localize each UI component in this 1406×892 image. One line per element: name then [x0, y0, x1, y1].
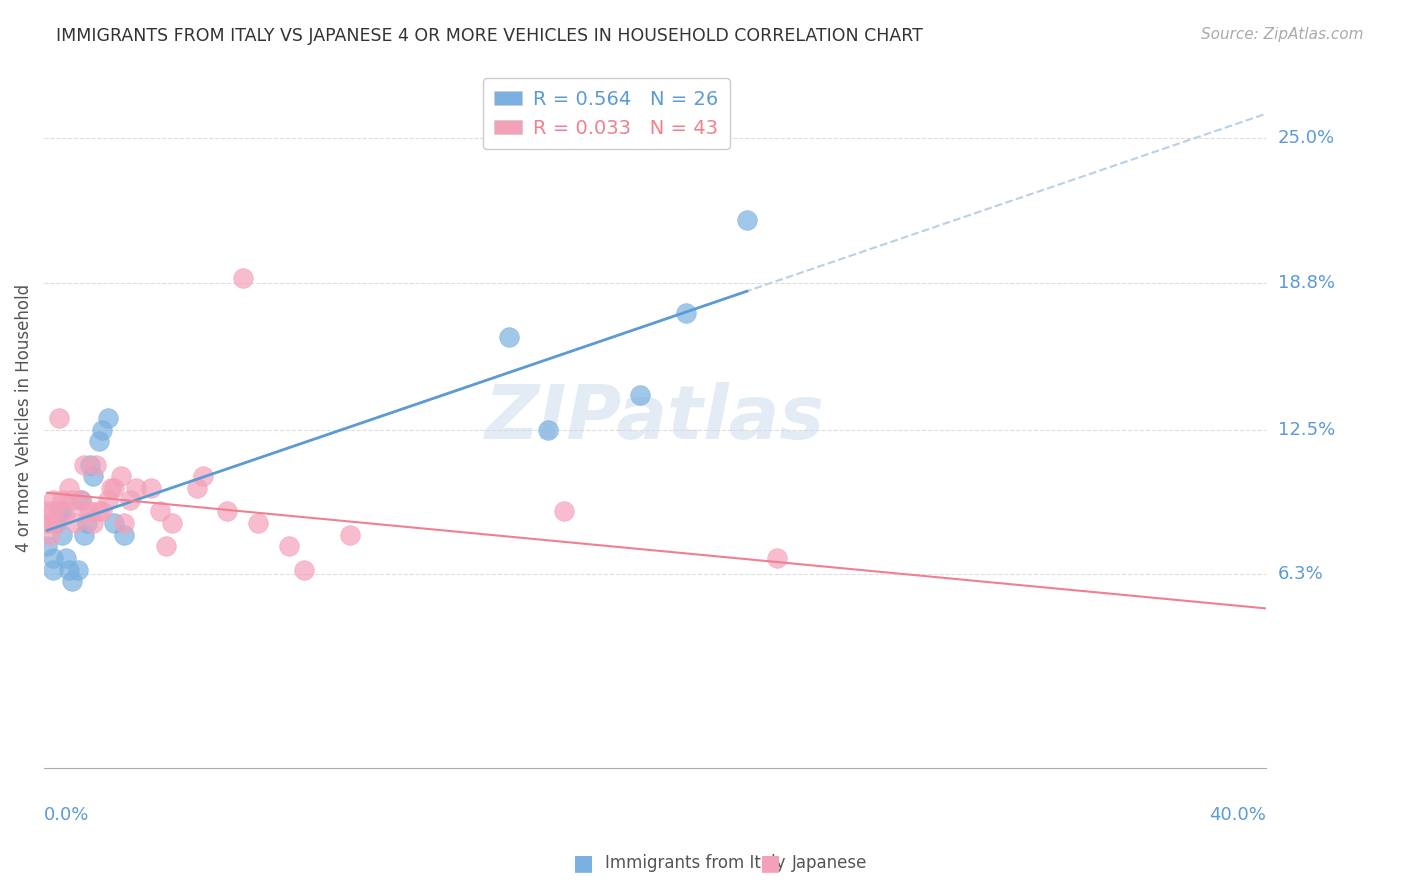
Text: 25.0%: 25.0%	[1278, 129, 1334, 147]
Point	[58, 563, 80, 577]
Point	[66, 563, 89, 577]
Point	[155, 539, 177, 553]
Point	[42, 492, 65, 507]
Point	[628, 388, 651, 402]
Point	[60, 492, 83, 507]
Point	[51, 492, 73, 507]
Point	[118, 492, 141, 507]
Point	[87, 434, 110, 449]
Point	[162, 516, 184, 530]
Point	[48, 411, 70, 425]
Point	[76, 516, 98, 530]
Point	[51, 527, 73, 541]
Text: 0.0%: 0.0%	[44, 806, 90, 824]
Point	[69, 492, 91, 507]
Point	[55, 504, 77, 518]
Point	[58, 481, 80, 495]
Point	[60, 574, 83, 589]
Text: ■: ■	[761, 854, 780, 873]
Point	[37, 539, 59, 553]
Point	[149, 504, 172, 518]
Point	[84, 458, 107, 472]
Point	[45, 516, 67, 530]
Text: Immigrants from Italy: Immigrants from Italy	[605, 855, 785, 872]
Point	[79, 504, 101, 518]
Point	[39, 527, 62, 541]
Text: 40.0%: 40.0%	[1209, 806, 1267, 824]
Point	[63, 516, 86, 530]
Text: 6.3%: 6.3%	[1278, 566, 1323, 583]
Point	[110, 469, 132, 483]
Point	[91, 423, 114, 437]
Point	[125, 481, 148, 495]
Point	[100, 481, 122, 495]
Point	[87, 504, 110, 518]
Point	[42, 551, 65, 566]
Text: Japanese: Japanese	[792, 855, 868, 872]
Y-axis label: 4 or more Vehicles in Household: 4 or more Vehicles in Household	[15, 284, 32, 552]
Point	[82, 516, 104, 530]
Point	[217, 504, 239, 518]
Point	[51, 504, 73, 518]
Point	[73, 458, 96, 472]
Point	[55, 551, 77, 566]
Point	[79, 458, 101, 472]
Point	[112, 516, 135, 530]
Text: 18.8%: 18.8%	[1278, 274, 1334, 292]
Point	[232, 271, 254, 285]
Point	[42, 563, 65, 577]
Text: Source: ZipAtlas.com: Source: ZipAtlas.com	[1201, 27, 1364, 42]
Point	[191, 469, 214, 483]
Text: ZIPatlas: ZIPatlas	[485, 382, 825, 455]
Point	[553, 504, 575, 518]
Legend: R = 0.564   N = 26, R = 0.033   N = 43: R = 0.564 N = 26, R = 0.033 N = 43	[482, 78, 730, 149]
Point	[45, 516, 67, 530]
Point	[91, 504, 114, 518]
Point	[97, 492, 120, 507]
Point	[247, 516, 270, 530]
Point	[339, 527, 361, 541]
Text: ■: ■	[574, 854, 593, 873]
Point	[69, 492, 91, 507]
Point	[73, 527, 96, 541]
Point	[277, 539, 299, 553]
Point	[537, 423, 560, 437]
Point	[48, 504, 70, 518]
Point	[498, 329, 520, 343]
Point	[37, 504, 59, 518]
Point	[735, 213, 758, 227]
Point	[82, 469, 104, 483]
Point	[766, 551, 789, 566]
Text: 12.5%: 12.5%	[1278, 421, 1334, 439]
Point	[103, 481, 125, 495]
Point	[112, 527, 135, 541]
Point	[37, 516, 59, 530]
Text: IMMIGRANTS FROM ITALY VS JAPANESE 4 OR MORE VEHICLES IN HOUSEHOLD CORRELATION CH: IMMIGRANTS FROM ITALY VS JAPANESE 4 OR M…	[56, 27, 924, 45]
Point	[97, 411, 120, 425]
Point	[76, 504, 98, 518]
Point	[292, 563, 315, 577]
Point	[139, 481, 162, 495]
Point	[42, 504, 65, 518]
Point	[103, 516, 125, 530]
Point	[675, 306, 697, 320]
Point	[39, 516, 62, 530]
Point	[186, 481, 208, 495]
